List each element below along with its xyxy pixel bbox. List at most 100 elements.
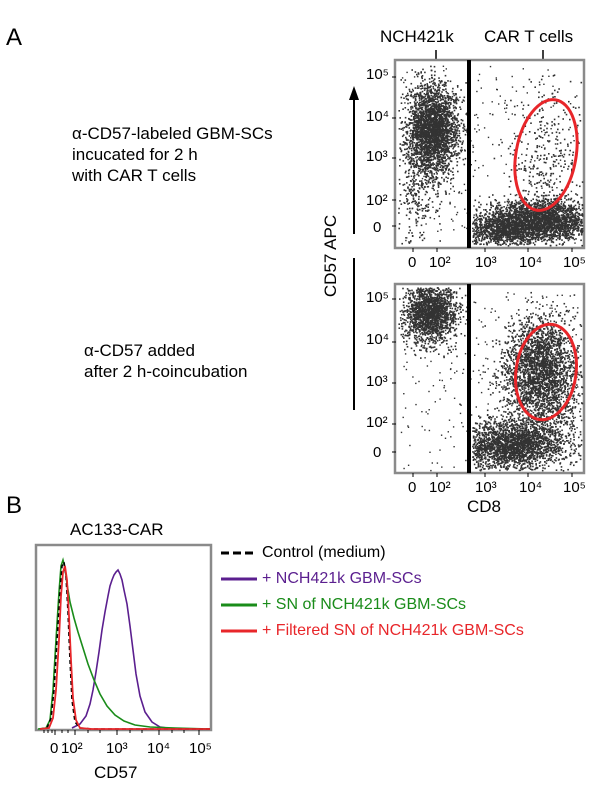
event-dot bbox=[414, 126, 417, 129]
event-dot bbox=[443, 144, 445, 146]
event-dot bbox=[442, 121, 445, 124]
event-dot bbox=[492, 205, 494, 207]
event-dot bbox=[454, 138, 457, 141]
event-dot bbox=[447, 114, 449, 116]
event-dot bbox=[435, 118, 437, 121]
event-dot bbox=[415, 93, 417, 96]
event-dot bbox=[432, 140, 434, 143]
event-dot bbox=[415, 115, 417, 117]
event-dot bbox=[409, 207, 411, 210]
event-dot bbox=[406, 208, 409, 210]
event-dot bbox=[416, 173, 418, 176]
event-dot bbox=[417, 164, 419, 167]
event-dot bbox=[562, 243, 564, 245]
event-dot bbox=[402, 154, 404, 156]
event-dot bbox=[436, 116, 438, 118]
event-dot bbox=[449, 145, 451, 148]
event-dot bbox=[415, 134, 417, 136]
event-dot bbox=[439, 111, 442, 114]
event-dot bbox=[414, 112, 417, 114]
event-dot bbox=[432, 152, 435, 154]
event-dot bbox=[402, 141, 405, 143]
event-dot bbox=[488, 216, 490, 218]
event-dot bbox=[452, 185, 454, 188]
legend-item-sn: + SN of NCH421k GBM-SCs bbox=[220, 594, 466, 616]
event-dot bbox=[411, 119, 413, 121]
event-dot bbox=[455, 101, 457, 103]
event-dot bbox=[417, 183, 419, 185]
event-dot bbox=[435, 104, 438, 106]
event-dot bbox=[424, 144, 426, 146]
event-dot bbox=[441, 124, 443, 126]
event-dot bbox=[446, 102, 448, 105]
x-tick-label: 10⁴ bbox=[519, 254, 543, 271]
event-dot bbox=[413, 101, 416, 103]
event-dot bbox=[440, 161, 442, 163]
event-dot bbox=[436, 98, 439, 101]
event-dot bbox=[451, 136, 454, 139]
event-dot bbox=[559, 230, 561, 233]
legend-swatch bbox=[221, 629, 257, 633]
event-dot bbox=[433, 74, 436, 77]
event-dot bbox=[448, 104, 451, 107]
event-dot bbox=[418, 115, 421, 117]
y-axis-arrow-head bbox=[349, 86, 359, 100]
event-dot bbox=[445, 108, 447, 110]
event-dot bbox=[415, 107, 417, 110]
event-dot bbox=[508, 206, 510, 209]
event-dot bbox=[542, 197, 545, 199]
event-dot bbox=[427, 175, 430, 178]
nch421k-population-label: NCH421k bbox=[380, 27, 454, 46]
event-dot bbox=[417, 85, 419, 87]
event-dot bbox=[410, 139, 413, 142]
event-dot bbox=[445, 97, 447, 100]
event-dot bbox=[418, 144, 420, 147]
y-tick-label: 10² bbox=[366, 414, 388, 431]
event-dot bbox=[431, 92, 434, 94]
event-dot bbox=[425, 182, 427, 184]
event-dot bbox=[402, 160, 405, 162]
event-dot bbox=[446, 155, 449, 158]
event-dot bbox=[441, 161, 443, 163]
event-dot bbox=[429, 125, 431, 128]
event-dot bbox=[424, 83, 426, 86]
event-dot bbox=[446, 108, 448, 110]
event-dot bbox=[442, 138, 444, 141]
panel-a-letter: A bbox=[6, 24, 23, 51]
event-dot bbox=[447, 119, 449, 122]
event-dot bbox=[448, 135, 450, 138]
event-dot bbox=[443, 178, 445, 181]
event-dot bbox=[450, 160, 453, 163]
event-dot bbox=[418, 195, 420, 198]
event-dot bbox=[407, 99, 409, 101]
event-dot bbox=[424, 71, 426, 74]
event-dot bbox=[418, 118, 421, 121]
event-dot bbox=[413, 146, 416, 149]
event-dot bbox=[499, 208, 501, 211]
event-dot bbox=[445, 105, 448, 108]
event-dot bbox=[426, 92, 428, 94]
event-dot bbox=[400, 203, 403, 205]
event-dot bbox=[447, 96, 450, 99]
event-dot bbox=[415, 146, 417, 148]
event-dot bbox=[445, 110, 448, 113]
event-dot bbox=[453, 140, 455, 142]
event-dot bbox=[463, 125, 466, 128]
event-dot bbox=[569, 210, 572, 212]
event-dot bbox=[462, 130, 465, 132]
event-dot bbox=[443, 134, 445, 136]
event-dot bbox=[443, 102, 445, 105]
event-dot bbox=[425, 124, 428, 126]
event-dot bbox=[405, 139, 408, 141]
event-dot bbox=[432, 128, 434, 131]
event-dot bbox=[409, 229, 411, 232]
event-dot bbox=[432, 164, 434, 166]
event-dot bbox=[426, 93, 428, 96]
event-dot bbox=[412, 131, 414, 133]
event-dot bbox=[430, 110, 432, 113]
event-dot bbox=[458, 157, 461, 159]
event-dot bbox=[412, 117, 415, 120]
event-dot bbox=[420, 129, 422, 131]
event-dot bbox=[431, 135, 434, 138]
event-dot bbox=[431, 76, 433, 79]
